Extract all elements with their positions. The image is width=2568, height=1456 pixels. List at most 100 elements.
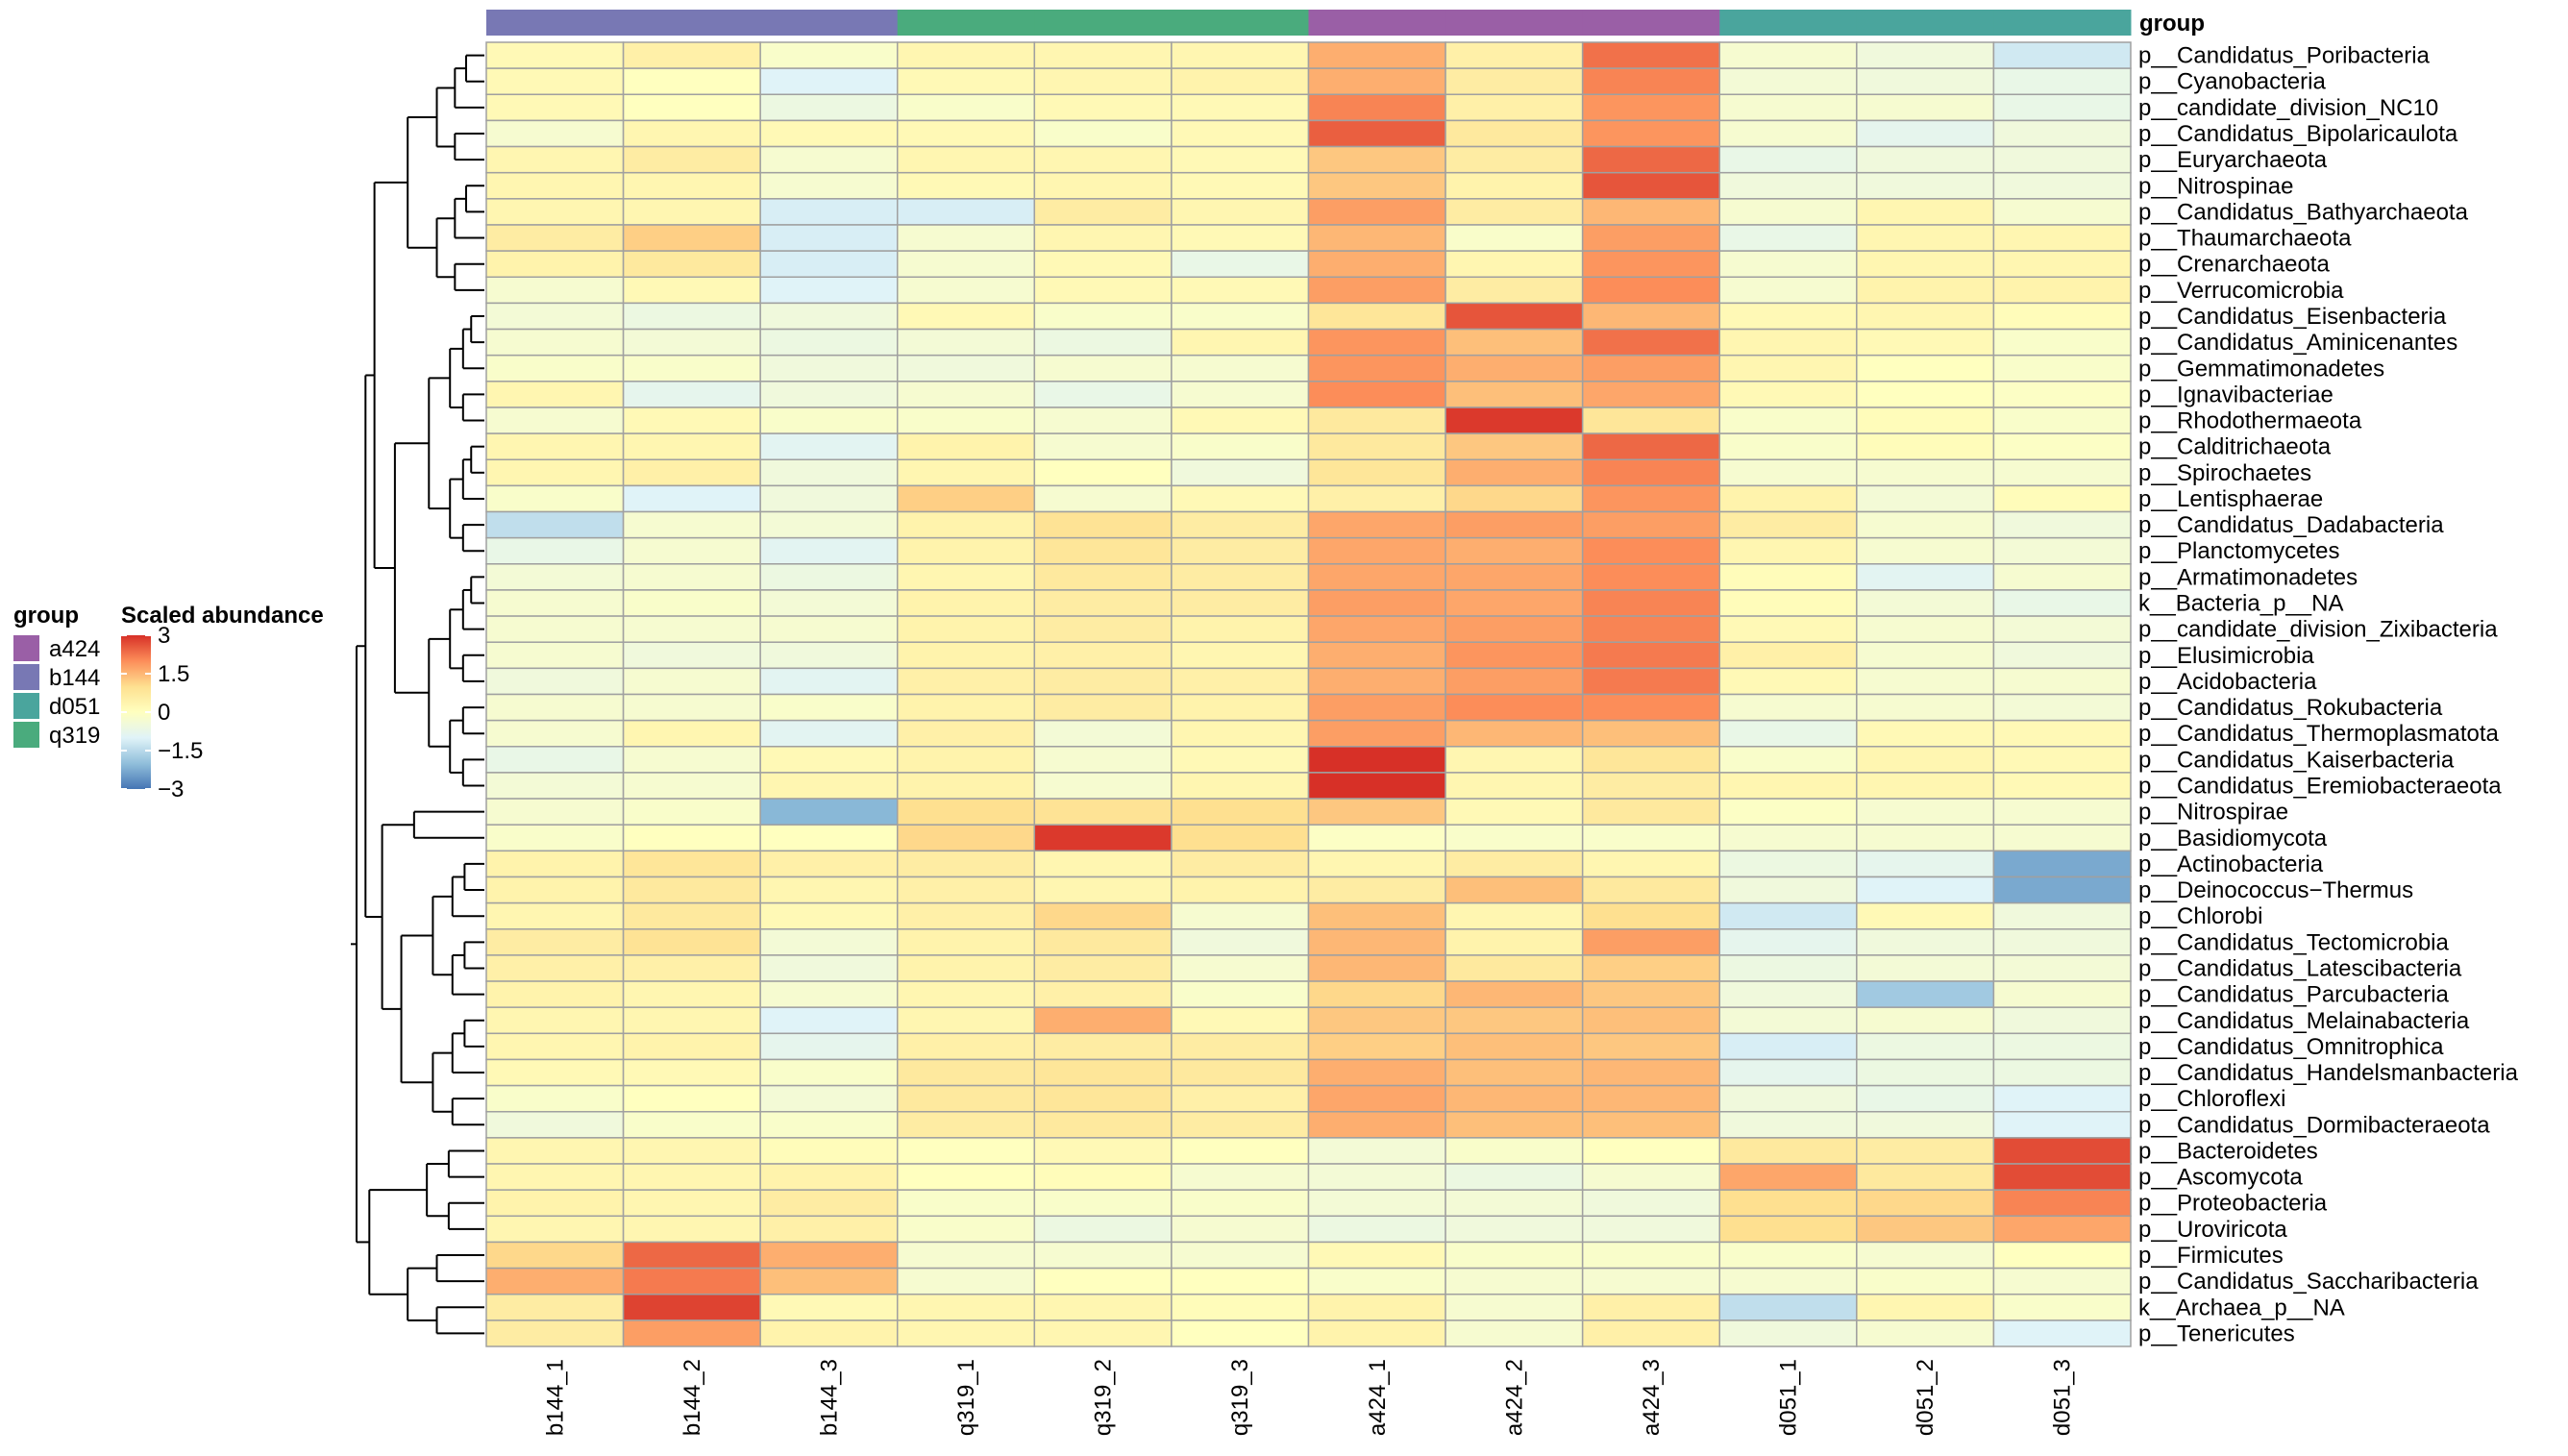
heatmap-cell (897, 667, 1036, 696)
row-label: p__Candidatus_Bathyarchaeota (2138, 199, 2469, 225)
heatmap-cell (1581, 432, 1720, 460)
heatmap-cell (1033, 746, 1173, 774)
heatmap-cell (1171, 484, 1310, 513)
heatmap-cell (1171, 1267, 1310, 1296)
heatmap-cell (897, 850, 1036, 878)
heatmap-cell (897, 928, 1036, 956)
heatmap-cell (622, 1137, 761, 1165)
heatmap-cell (485, 1058, 625, 1087)
annotation-cell (1034, 10, 1173, 36)
annotation-cell (1171, 10, 1309, 36)
row-label: p__Candidatus_Saccharibacteria (2138, 1269, 2479, 1295)
heatmap-cell (1992, 693, 2132, 722)
row-label: p__candidate_division_Zixibacteria (2138, 617, 2498, 643)
row-label: p__Cyanobacteria (2138, 69, 2326, 95)
heatmap-cell (1171, 798, 1310, 826)
heatmap-cell (1307, 171, 1446, 200)
heatmap-cell (622, 198, 761, 226)
heatmap-cell (759, 615, 899, 643)
row-label: p__Candidatus_Tectomicrobia (2138, 929, 2450, 955)
heatmap-cell (1856, 1032, 1995, 1061)
heatmap-cell (1856, 354, 1995, 383)
heatmap-cell (759, 746, 899, 774)
heatmap-cell (897, 407, 1036, 434)
heatmap-cell (897, 1241, 1036, 1270)
heatmap-cell (897, 250, 1036, 279)
heatmap-cell (1718, 510, 1858, 539)
heatmap-cell (1033, 719, 1173, 748)
heatmap-cell (759, 1215, 899, 1244)
heatmap-cell (1307, 1137, 1446, 1165)
heatmap-cell (622, 954, 761, 982)
heatmap-cell (1171, 432, 1310, 460)
heatmap-cell (1856, 381, 1995, 408)
heatmap-cell (897, 302, 1036, 331)
heatmap-cell (1856, 876, 1995, 904)
column-label: d051_2 (1913, 1359, 1938, 1436)
heatmap-cell (485, 798, 625, 826)
heatmap-cell (897, 198, 1036, 226)
heatmap-cell (1992, 1241, 2132, 1270)
column-label: d051_1 (1776, 1359, 1802, 1436)
row-label: k__Archaea_p__NA (2138, 1295, 2345, 1320)
heatmap-cell (485, 693, 625, 722)
heatmap-cell (1718, 641, 1858, 670)
heatmap-cell (1856, 1137, 1995, 1165)
heatmap-cell (622, 484, 761, 513)
heatmap-cell (759, 1241, 899, 1270)
heatmap-cell (1171, 1137, 1310, 1165)
heatmap-cell (1033, 484, 1173, 513)
heatmap-cell (1856, 224, 1995, 252)
heatmap-cell (897, 1189, 1036, 1218)
heatmap-cell (759, 432, 899, 460)
heatmap-cell (1444, 328, 1584, 357)
heatmap-cell (1444, 458, 1584, 487)
heatmap-cell (759, 354, 899, 383)
heatmap-cell (1171, 719, 1310, 748)
heatmap-cell (1307, 746, 1446, 774)
heatmap-cell (1718, 41, 1858, 69)
row-label: p__Calditrichaeota (2138, 434, 2332, 460)
heatmap-cell (1444, 276, 1584, 305)
heatmap-cell (1856, 458, 1995, 487)
row-label: p__Candidatus_Omnitrophica (2138, 1034, 2444, 1060)
heatmap-cell (1856, 1084, 1995, 1113)
row-label: p__Ignavibacteriae (2138, 382, 2333, 407)
heatmap-cell (1033, 1006, 1173, 1035)
heatmap-cell (622, 1189, 761, 1218)
heatmap-cell (1033, 954, 1173, 982)
heatmap-cell (1581, 901, 1720, 930)
heatmap-cell (622, 381, 761, 408)
row-label: p__Lentisphaerae (2138, 486, 2323, 512)
heatmap-cell (622, 145, 761, 174)
heatmap-cell (897, 1032, 1036, 1061)
heatmap-cell (1581, 563, 1720, 591)
colorbar-tick-label: −1.5 (158, 738, 203, 764)
heatmap-cell (622, 1110, 761, 1139)
row-label: p__Candidatus_Parcubacteria (2138, 982, 2450, 1008)
heatmap-cell (759, 928, 899, 956)
heatmap-cell (1444, 1293, 1584, 1321)
heatmap-cell (1033, 250, 1173, 279)
colorbar-tick-label: 0 (158, 700, 170, 726)
heatmap-cell (1444, 798, 1584, 826)
heatmap-cell (1033, 1241, 1173, 1270)
heatmap-cell (759, 1320, 899, 1347)
row-label: p__Crenarchaeota (2138, 252, 2330, 278)
heatmap-cell (1856, 510, 1995, 539)
heatmap-cell (1307, 432, 1446, 460)
heatmap-cell (1992, 746, 2132, 774)
heatmap-cell (1033, 876, 1173, 904)
heatmap-cell (485, 1163, 625, 1191)
row-label: p__Uroviricota (2138, 1217, 2287, 1243)
row-label: p__Candidatus_Eisenbacteria (2138, 304, 2447, 330)
row-label: p__Nitrospinae (2138, 173, 2293, 199)
heatmap-cell (1307, 1267, 1446, 1296)
heatmap-cell (759, 276, 899, 305)
heatmap-cell (1581, 667, 1720, 696)
heatmap-cell (485, 510, 625, 539)
heatmap-cell (897, 1137, 1036, 1165)
row-label: p__Bacteroidetes (2138, 1138, 2318, 1164)
heatmap-cell (1307, 928, 1446, 956)
heatmap-cell (1581, 67, 1720, 96)
